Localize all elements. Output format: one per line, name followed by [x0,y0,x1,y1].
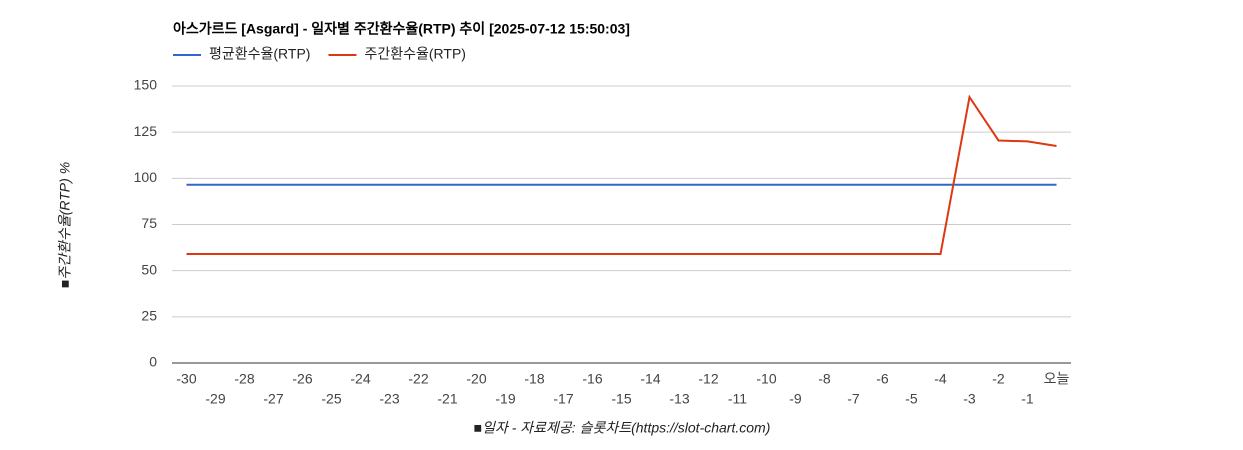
legend-label: 평균환수율(RTP) [209,46,310,62]
x-tick-label: -18 [524,371,544,387]
x-tick-label: -23 [379,391,399,407]
x-tick-label: -9 [789,391,802,407]
x-tick-label: -20 [466,371,486,387]
y-tick-label: 50 [141,261,157,277]
x-tick-label: -3 [963,391,976,407]
x-axis-title: ■일자 - 자료제공: 슬롯차트(https://slot-chart.com) [474,420,771,436]
x-tick-label: -17 [553,391,573,407]
x-tick-label: -24 [350,371,370,387]
x-tick-label: -16 [582,371,602,387]
x-tick-label: -5 [905,391,918,407]
y-tick-label: 25 [141,308,157,324]
x-tick-label: -8 [818,371,831,387]
x-tick-label: -26 [292,371,312,387]
x-tick-label: 오늘 [1044,371,1070,387]
chart-title: 아스가르드 [Asgard] - 일자별 주간환수율(RTP) 추이 [2025… [173,21,630,37]
x-tick-label: -21 [437,391,457,407]
y-tick-label: 75 [141,215,157,231]
x-tick-label: -4 [934,371,947,387]
x-tick-label: -30 [176,371,196,387]
x-tick-label: -19 [495,391,515,407]
x-tick-label: -11 [728,391,747,407]
y-tick-label: 100 [134,169,158,185]
x-tick-label: -2 [992,371,1005,387]
y-tick-label: 0 [149,354,157,370]
x-tick-label: -28 [234,371,254,387]
x-tick-label: -29 [205,391,225,407]
x-tick-label: -15 [611,391,631,407]
x-tick-label: -14 [640,371,660,387]
x-tick-label: -1 [1021,391,1034,407]
x-tick-label: -22 [408,371,428,387]
y-axis-title: ■주간환수율(RTP) % [57,162,73,288]
x-tick-label: -25 [321,391,341,407]
x-tick-label: -10 [756,371,776,387]
x-tick-label: -12 [698,371,718,387]
series-line [186,94,1057,256]
x-tick-label: -6 [876,371,889,387]
x-tick-label: -13 [669,391,689,407]
x-tick-label: -7 [847,391,860,407]
x-tick-label: -27 [263,391,283,407]
y-tick-label: 125 [134,123,158,139]
legend-label: 주간환수율(RTP) [364,46,465,62]
y-tick-label: 150 [134,77,158,93]
